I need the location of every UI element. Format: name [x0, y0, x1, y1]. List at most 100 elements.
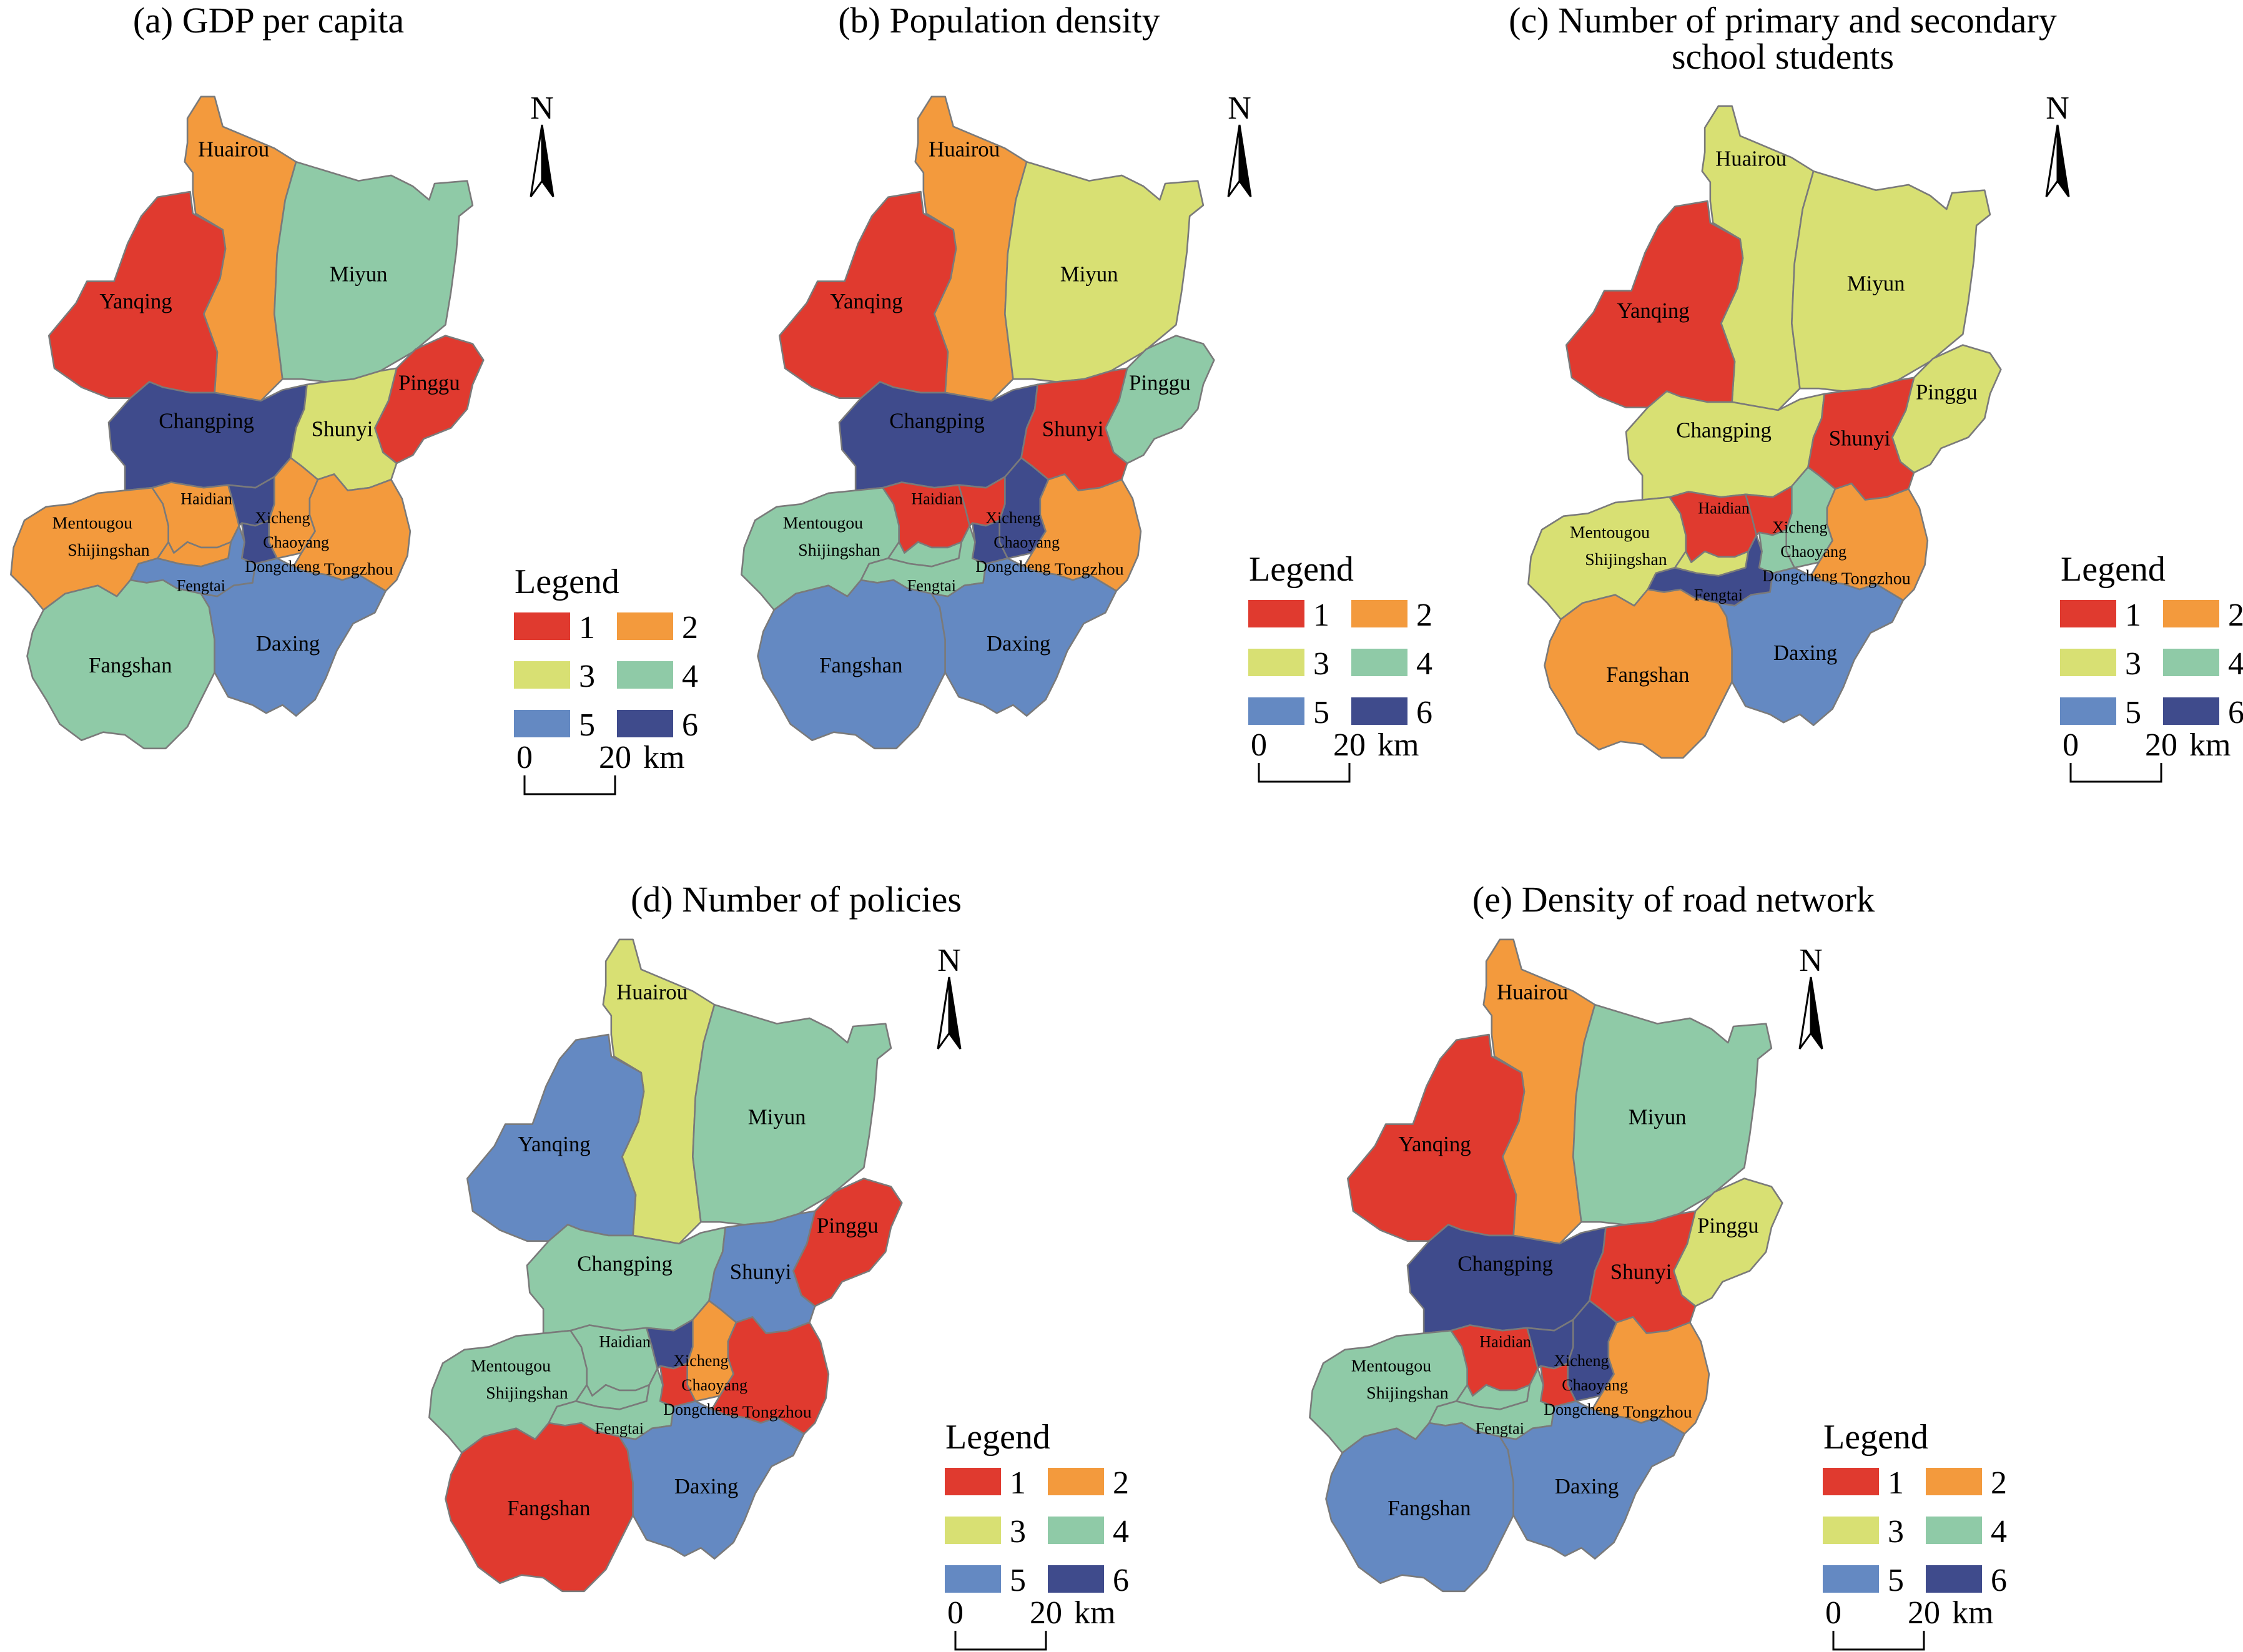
district-label-shunyi: Shunyi — [730, 1260, 792, 1284]
scale-bar-line — [1258, 763, 1351, 783]
legend-label-5: 5 — [2125, 695, 2141, 730]
legend-label-6: 6 — [2228, 695, 2243, 730]
legend-swatch-2 — [2162, 599, 2221, 629]
svg-text:N: N — [2046, 91, 2069, 126]
map-panel-e: (e) Density of road network Huairou Miyun Y… — [1309, 879, 2007, 1651]
scale-label-twenty: 20 — [2145, 727, 2177, 763]
legend-label-2: 2 — [1416, 597, 1432, 633]
legend: Legend 1 2 3 4 5 6 0 20 km — [944, 1418, 1129, 1651]
scale-bar: 0 20 km — [1251, 727, 1419, 783]
district-label-shunyi: Shunyi — [1610, 1260, 1672, 1284]
district-label-huairou: Huairou — [198, 137, 269, 162]
district-label-xicheng: Xicheng — [1772, 518, 1827, 536]
district-label-tongzhou: Tongzhou — [324, 559, 393, 579]
district-label-fangshan: Fangshan — [1606, 662, 1689, 687]
legend-title: Legend — [2061, 550, 2166, 589]
district-label-tongzhou: Tongzhou — [742, 1402, 812, 1422]
district-label-xicheng: Xicheng — [673, 1352, 728, 1370]
district-label-xicheng: Xicheng — [1554, 1352, 1609, 1370]
svg-text:N: N — [937, 943, 961, 978]
scale-label-zero: 0 — [1825, 1595, 1841, 1631]
scale-label-unit: km — [1378, 727, 1419, 763]
scale-bar: 0 20 km — [2063, 727, 2231, 783]
legend-swatch-4 — [616, 660, 674, 690]
map-title: school students — [1672, 36, 1894, 77]
district-label-daxing: Daxing — [256, 631, 320, 656]
svg-text:N: N — [1799, 943, 1823, 978]
district-label-pinggu: Pinggu — [1697, 1214, 1759, 1238]
north-arrow-icon: N — [2045, 91, 2070, 197]
district-miyun — [274, 160, 474, 383]
legend-label-6: 6 — [1991, 1563, 2007, 1598]
legend-label-2: 2 — [682, 610, 698, 646]
legend-title: Legend — [515, 563, 619, 601]
district-map: Huairou Miyun Yanqing Pinggu Changping Shunyi… — [1527, 105, 2002, 759]
district-label-shijingshan: Shijingshan — [1366, 1384, 1449, 1403]
district-label-shijingshan: Shijingshan — [486, 1384, 568, 1403]
district-label-haidian: Haidian — [180, 489, 232, 508]
district-label-miyun: Miyun — [330, 262, 388, 287]
legend-swatch-1 — [1822, 1467, 1880, 1497]
district-label-miyun: Miyun — [748, 1105, 806, 1129]
map-panel-d: (d) Number of policies Huairou Miyun Yanqin… — [428, 879, 1129, 1651]
district-label-fengtai: Fengtai — [1476, 1420, 1524, 1438]
district-label-chaoyang: Chaoyang — [263, 533, 329, 551]
legend-label-6: 6 — [1416, 695, 1432, 730]
legend-swatch-5 — [1247, 696, 1306, 726]
district-label-mentougou: Mentougou — [1570, 523, 1650, 542]
district-label-changping: Changping — [889, 409, 985, 433]
legend-swatch-3 — [944, 1515, 1002, 1545]
legend: Legend 1 2 3 4 5 6 0 20 km — [1247, 550, 1432, 783]
district-label-daxing: Daxing — [1773, 641, 1837, 665]
north-arrow-icon: N — [1798, 943, 1823, 1050]
legend-swatch-6 — [1925, 1564, 1983, 1594]
legend-swatch-4 — [2162, 647, 2221, 677]
district-label-fengtai: Fengtai — [595, 1420, 644, 1438]
legend-label-1: 1 — [1888, 1465, 1904, 1501]
district-label-pinggu: Pinggu — [1129, 371, 1191, 395]
district-label-daxing: Daxing — [1555, 1474, 1619, 1498]
scale-bar: 0 20 km — [1825, 1595, 1993, 1651]
scale-label-unit: km — [643, 740, 684, 775]
map-title: (c) Number of primary and secondary — [1509, 0, 2057, 41]
svg-text:N: N — [530, 91, 554, 126]
district-label-chaoyang: Chaoyang — [1780, 543, 1846, 561]
map-title: (b) Population density — [838, 0, 1160, 41]
legend-label-5: 5 — [1313, 695, 1329, 730]
legend-label-1: 1 — [1010, 1465, 1026, 1501]
district-label-fengtai: Fengtai — [1694, 586, 1743, 604]
district-label-mentougou: Mentougou — [471, 1356, 551, 1375]
legend-label-3: 3 — [1010, 1514, 1026, 1550]
district-label-daxing: Daxing — [987, 631, 1050, 656]
district-label-fangshan: Fangshan — [1388, 1496, 1471, 1520]
district-label-huairou: Huairou — [616, 980, 688, 1005]
legend-swatch-1 — [944, 1467, 1002, 1497]
district-miyun — [1791, 170, 1991, 392]
district-label-haidian: Haidian — [911, 489, 963, 508]
legend-label-2: 2 — [1113, 1465, 1129, 1501]
scale-label-zero: 0 — [1251, 727, 1267, 763]
legend-swatch-5 — [944, 1564, 1002, 1594]
scale-bar: 0 20 km — [516, 740, 684, 795]
scale-label-twenty: 20 — [599, 740, 631, 775]
legend-swatch-2 — [1350, 599, 1409, 629]
district-miyun — [692, 1003, 892, 1226]
north-arrow-icon: N — [1227, 91, 1252, 197]
scale-label-unit: km — [1074, 1595, 1115, 1631]
district-label-daxing: Daxing — [674, 1474, 738, 1498]
district-daxing — [200, 557, 387, 717]
legend-swatch-5 — [513, 709, 571, 739]
district-label-pinggu: Pinggu — [1916, 380, 1978, 405]
legend-label-4: 4 — [1416, 646, 1432, 682]
legend-swatch-6 — [1047, 1564, 1105, 1594]
north-arrow-icon: N — [937, 943, 962, 1050]
district-label-chaoyang: Chaoyang — [681, 1376, 747, 1394]
legend-label-3: 3 — [1888, 1514, 1904, 1550]
district-miyun — [1572, 1003, 1773, 1226]
district-label-tongzhou: Tongzhou — [1841, 569, 1911, 588]
district-label-mentougou: Mentougou — [52, 513, 132, 533]
district-label-shunyi: Shunyi — [1829, 426, 1891, 451]
scale-bar: 0 20 km — [947, 1595, 1115, 1651]
legend-title: Legend — [1823, 1418, 1928, 1457]
district-label-shunyi: Shunyi — [1042, 417, 1104, 441]
